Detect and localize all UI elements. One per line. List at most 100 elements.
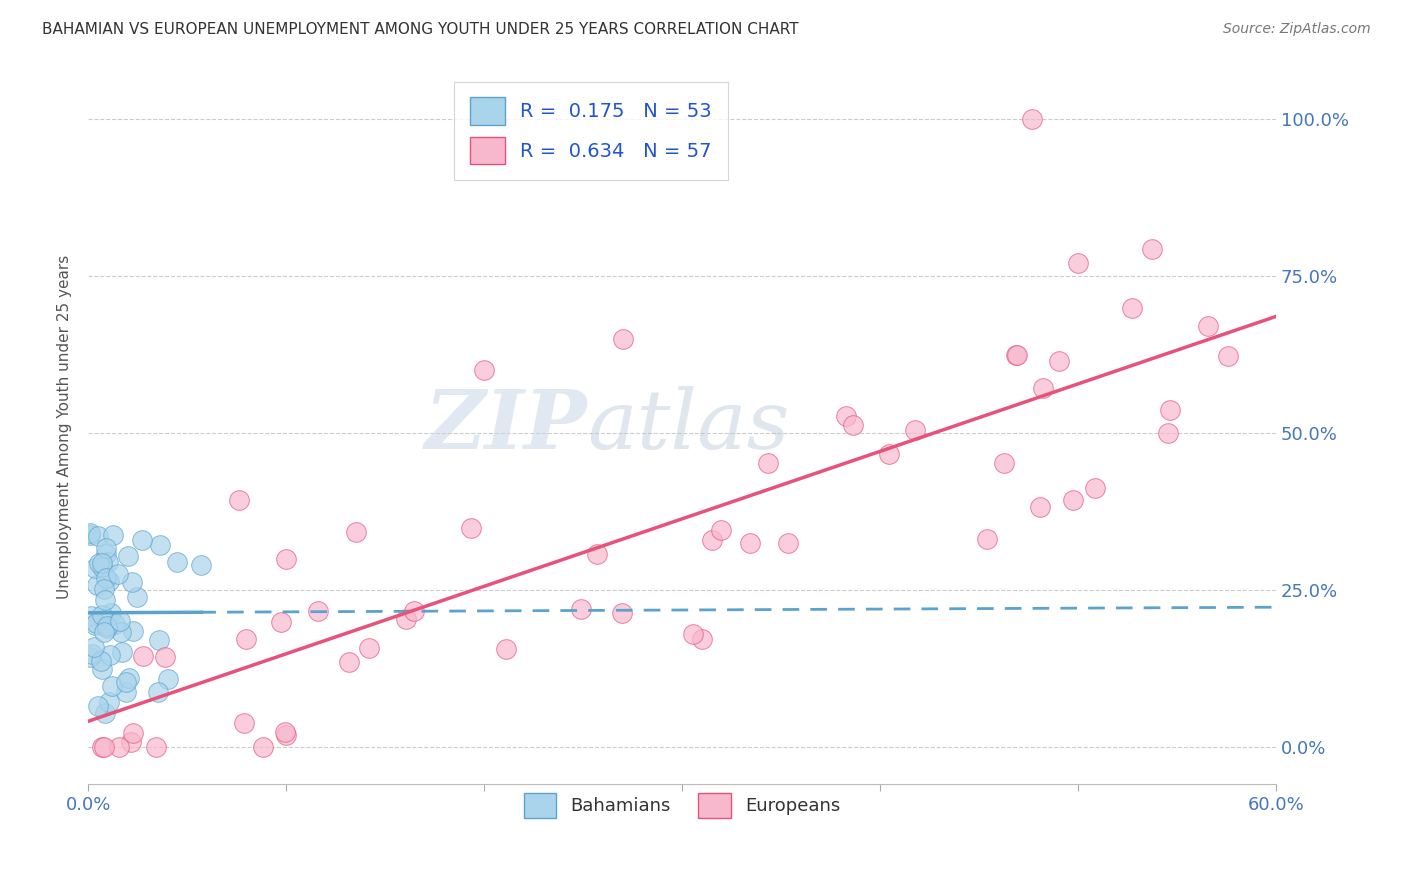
Point	[776, 536, 799, 550]
Point	[153, 650, 176, 665]
Point	[120, 735, 142, 749]
Text: atlas: atlas	[588, 386, 789, 467]
Point	[108, 614, 131, 628]
Point	[235, 632, 257, 646]
Point	[344, 525, 367, 540]
Point	[274, 728, 297, 742]
Point	[89, 556, 111, 570]
Point	[110, 625, 132, 640]
Point	[90, 654, 112, 668]
Point	[84, 618, 107, 632]
Point	[270, 615, 292, 630]
Point	[273, 724, 295, 739]
Point	[87, 699, 110, 714]
Point	[145, 739, 167, 754]
Point	[131, 533, 153, 548]
Point	[569, 602, 592, 616]
Point	[1142, 243, 1164, 257]
Point	[395, 612, 418, 626]
Point	[1005, 348, 1028, 362]
Point	[586, 547, 609, 561]
Point	[121, 574, 143, 589]
Point	[118, 671, 141, 685]
Point	[148, 633, 170, 648]
Text: BAHAMIAN VS EUROPEAN UNEMPLOYMENT AMONG YOUTH UNDER 25 YEARS CORRELATION CHART: BAHAMIAN VS EUROPEAN UNEMPLOYMENT AMONG …	[42, 22, 799, 37]
Point	[1197, 319, 1219, 334]
Point	[93, 582, 115, 596]
Point	[610, 606, 633, 620]
Point	[115, 685, 138, 699]
Point	[1157, 425, 1180, 440]
Point	[97, 574, 120, 589]
Point	[103, 527, 125, 541]
Point	[835, 409, 858, 423]
Point	[117, 549, 139, 564]
Point	[79, 609, 101, 624]
Point	[100, 679, 122, 693]
Point	[107, 739, 129, 754]
Point	[307, 604, 329, 618]
Point	[274, 551, 297, 566]
Point	[1047, 354, 1070, 368]
Point	[98, 648, 121, 663]
Point	[1021, 112, 1043, 126]
Point	[104, 617, 127, 632]
Point	[756, 456, 779, 470]
Point	[232, 716, 254, 731]
Point	[96, 618, 118, 632]
Point	[100, 606, 122, 620]
Point	[156, 672, 179, 686]
Point	[1216, 349, 1239, 363]
Point	[1062, 493, 1084, 508]
Point	[84, 615, 107, 630]
Point	[710, 524, 733, 538]
Y-axis label: Unemployment Among Youth under 25 years: Unemployment Among Youth under 25 years	[58, 254, 72, 599]
Point	[94, 706, 117, 720]
Point	[1159, 402, 1181, 417]
Point	[690, 632, 713, 646]
Point	[1121, 301, 1143, 316]
Point	[122, 624, 145, 638]
Point	[96, 570, 118, 584]
Text: ZIP: ZIP	[425, 386, 588, 467]
Point	[228, 492, 250, 507]
Point	[91, 662, 114, 676]
Point	[495, 642, 517, 657]
Point	[166, 556, 188, 570]
Point	[90, 559, 112, 574]
Point	[86, 578, 108, 592]
Point	[93, 625, 115, 640]
Point	[1029, 500, 1052, 515]
Point	[111, 645, 134, 659]
Point	[1032, 381, 1054, 395]
Point	[404, 604, 426, 618]
Point	[904, 423, 927, 437]
Point	[93, 739, 115, 754]
Point	[357, 641, 380, 656]
Point	[125, 590, 148, 604]
Point	[79, 526, 101, 541]
Point	[976, 533, 998, 547]
Point	[90, 556, 112, 570]
Point	[96, 621, 118, 635]
Point	[842, 418, 865, 433]
Point	[879, 447, 901, 461]
Point	[84, 561, 107, 575]
Text: Source: ZipAtlas.com: Source: ZipAtlas.com	[1223, 22, 1371, 37]
Point	[1067, 256, 1090, 270]
Point	[190, 558, 212, 572]
Point	[97, 555, 120, 569]
Point	[97, 695, 120, 709]
Point	[79, 649, 101, 664]
Point	[82, 647, 104, 661]
Point	[107, 566, 129, 581]
Point	[115, 675, 138, 690]
Point	[460, 521, 482, 535]
Point	[682, 626, 704, 640]
Point	[94, 547, 117, 561]
Point	[1084, 481, 1107, 495]
Point	[87, 529, 110, 543]
Point	[993, 456, 1015, 470]
Point	[252, 739, 274, 754]
Point	[700, 533, 723, 547]
